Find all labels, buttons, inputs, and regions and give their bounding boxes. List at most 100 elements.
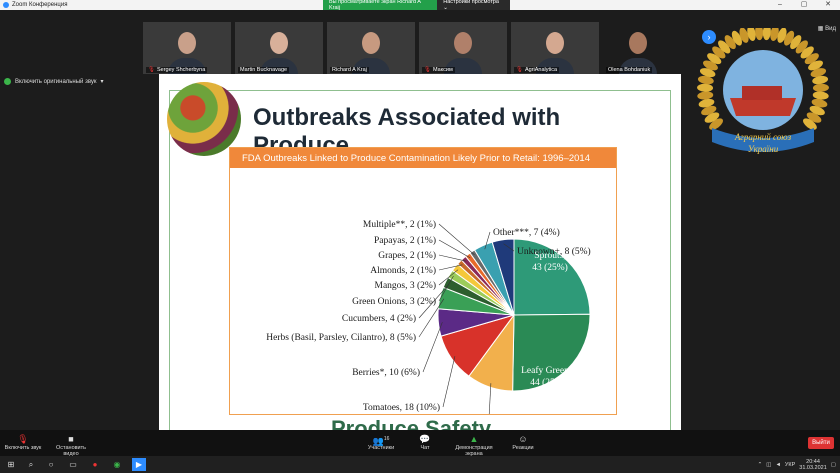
wheat-grain	[812, 83, 829, 92]
participant-tile[interactable]: 🎙 Sergey Shcherbyna	[143, 22, 231, 74]
participant-name: 🎙 AgriAnalytica	[514, 67, 560, 73]
wheat-grain	[806, 112, 822, 123]
slice-label: Unknown+, 8 (5%)	[517, 246, 591, 257]
leader-line	[503, 243, 515, 252]
close-button[interactable]: ✕	[825, 1, 831, 8]
produce-image	[167, 82, 241, 156]
leader-line	[488, 383, 492, 414]
participants-icon: 👥16	[372, 436, 390, 446]
badge-text-1: Аграрний союз	[734, 132, 792, 142]
slice-label: Papayas, 2 (1%)	[374, 235, 436, 246]
view-options-button[interactable]: Настройки просмотра ⌄	[437, 0, 510, 11]
participant-name-text: Sergey Shcherbyna	[156, 67, 206, 73]
wheat-grain	[812, 75, 829, 85]
opera-icon[interactable]: ●	[92, 460, 98, 469]
wheat-grain	[731, 30, 742, 46]
wheat-grain	[784, 30, 795, 46]
wheat-grain	[811, 98, 828, 108]
pie-slice	[513, 238, 591, 316]
chat-button[interactable]: 💬 Чат	[414, 434, 436, 451]
slice-label: Cucumbers, 4 (2%)	[342, 313, 416, 324]
search-icon[interactable]: ⌕	[28, 460, 34, 469]
zoom-icon	[3, 2, 9, 8]
chevron-up-icon[interactable]: ⌃	[757, 461, 763, 468]
clock[interactable]: 20:44 31.03.2021	[799, 459, 827, 471]
leader-line	[438, 264, 463, 271]
leader-line	[484, 231, 491, 250]
chevron-down-icon[interactable]: ▾	[100, 79, 104, 85]
agrarian-union-badge: Аграрний союз України	[697, 28, 829, 154]
network-icon[interactable]: ◫	[766, 461, 772, 468]
wheat-grain	[804, 53, 819, 65]
leader-line	[438, 223, 475, 256]
wheat-grain	[777, 28, 787, 43]
wheat-grain	[812, 91, 829, 100]
unmute-label: Включить звук	[4, 445, 42, 451]
leader-line	[438, 254, 467, 262]
leader-line	[442, 356, 456, 408]
language-indicator[interactable]: УКР	[784, 461, 796, 468]
unmute-button[interactable]: 🎙 Включить звук	[4, 434, 42, 451]
wheat-grain	[739, 28, 749, 43]
leader-line	[438, 269, 459, 286]
slice-label: Berries*, 10 (6%)	[352, 367, 420, 378]
wheat-grain	[795, 40, 808, 54]
clock-date: 31.03.2021	[799, 464, 827, 471]
task-view-icon[interactable]: ▭	[69, 460, 77, 469]
wheat-grain	[699, 68, 716, 78]
maximize-button[interactable]: ▢	[800, 1, 808, 8]
participant-tile[interactable]: 🎙 AgriAnalytica	[511, 22, 599, 74]
chart-box: FDA Outbreaks Linked to Produce Contamin…	[229, 147, 617, 415]
view-button[interactable]: ▦ Вид	[818, 25, 836, 32]
participant-tile[interactable]: Richard A Kraj	[327, 22, 415, 74]
participant-name-text: Максим	[432, 67, 453, 73]
shared-slide: Outbreaks Associated with Produce FDA Ou…	[159, 74, 681, 440]
slice-label: Almonds, 2 (1%)	[370, 265, 436, 276]
start-icon[interactable]: ⊞	[7, 460, 15, 469]
volume-icon[interactable]: ◄	[775, 461, 781, 468]
view-label: Вид	[825, 26, 836, 32]
next-page-icon[interactable]: ›	[702, 30, 716, 44]
participants-count: 16	[383, 436, 390, 442]
app-title: Zoom Конференция	[0, 2, 67, 8]
participant-name-text: Olena Bohdaniuk	[608, 67, 651, 73]
wheat-grain	[698, 98, 715, 108]
participant-name: Olena Bohdaniuk	[606, 67, 653, 73]
slice-label: Multiple**, 2 (1%)	[363, 219, 436, 230]
leader-line	[418, 298, 445, 338]
share-screen-label: Демонстрация экрана	[455, 445, 493, 457]
stop-video-label: Остановить видео	[55, 445, 87, 457]
viewing-label: Вы просматриваете экран Richard A Kraij	[323, 0, 438, 11]
participant-tile[interactable]: 🎙 Максим	[419, 22, 507, 74]
participant-video	[629, 32, 647, 54]
original-sound-toggle[interactable]: Включить оригинальный звук ▾	[4, 78, 104, 85]
original-sound-label: Включить оригинальный звук	[15, 78, 97, 85]
wheat-grain	[747, 28, 756, 42]
slice-label: Leafy Greens,	[521, 365, 575, 376]
share-screen-button[interactable]: ▲ Демонстрация экрана	[446, 434, 502, 457]
stop-video-button[interactable]: ■ Остановить видео	[48, 434, 94, 457]
wheat-grain	[697, 91, 714, 100]
participant-name: 🎙 Sergey Shcherbyna	[146, 67, 208, 73]
slice-label: Mangos, 3 (2%)	[375, 280, 436, 291]
pie-chart: Sprouts,43 (25%)Leafy Greens,44 (25%)Mel…	[266, 219, 591, 414]
chrome-icon[interactable]: ◉	[113, 460, 121, 469]
participant-tile[interactable]: Olena Bohdaniuk	[603, 22, 673, 74]
slice-label: Grapes, 2 (1%)	[378, 250, 436, 261]
notifications-icon[interactable]: ▢	[830, 461, 836, 468]
participant-name-text: Martin Bucknavage	[240, 67, 288, 73]
minimize-button[interactable]: –	[778, 1, 782, 8]
wheat-grain	[762, 28, 771, 41]
wheat-grain	[697, 83, 714, 92]
participants-button[interactable]: 👥16 Участники	[362, 434, 400, 451]
zoom-taskbar-icon[interactable]: ▶	[132, 458, 146, 471]
wheat-grain	[808, 60, 823, 71]
cortana-icon[interactable]: ○	[48, 460, 54, 469]
reactions-button[interactable]: ☺ Реакции	[508, 434, 538, 451]
smile-icon: ☺	[518, 434, 528, 444]
participant-video	[362, 32, 380, 54]
window-controls: – ▢ ✕	[768, 0, 840, 10]
leave-button[interactable]: Выйти	[808, 437, 834, 449]
wheat-grain	[697, 75, 714, 85]
participant-tile[interactable]: Martin Bucknavage	[235, 22, 323, 74]
